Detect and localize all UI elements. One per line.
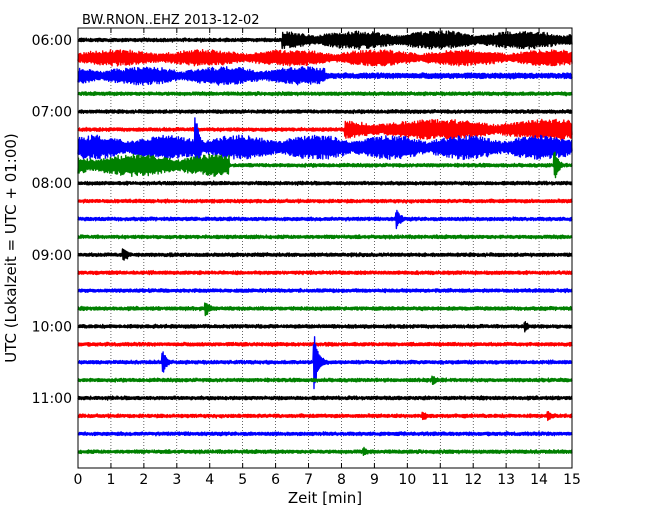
trace-0715 xyxy=(77,118,573,141)
x-tick-label: 15 xyxy=(563,472,581,488)
trace-0730 xyxy=(77,117,573,172)
trace-0900 xyxy=(77,248,573,261)
x-tick-label: 14 xyxy=(530,472,548,488)
trace-0830 xyxy=(77,209,573,230)
trace-0745 xyxy=(77,151,573,179)
x-axis: 0 1 2 3 4 5 6 7 8 9 10 11 12 13 14 15 xyxy=(74,28,581,488)
trace-0845 xyxy=(77,234,573,240)
x-tick-label: 13 xyxy=(497,472,515,488)
x-tick-label: 3 xyxy=(172,472,181,488)
trace-1030 xyxy=(77,336,573,390)
trace-0615 xyxy=(77,49,573,67)
y-axis: 06:00 07:00 08:00 09:00 10:00 11:00 xyxy=(32,33,572,407)
x-tick-label: 12 xyxy=(464,472,482,488)
x-tick-label: 8 xyxy=(337,472,346,488)
x-tick-label: 1 xyxy=(106,472,115,488)
trace-0815 xyxy=(77,198,573,204)
seismic-traces xyxy=(77,30,573,456)
y-tick-label: 08:00 xyxy=(32,176,72,192)
trace-1145 xyxy=(77,446,573,456)
x-tick-label: 10 xyxy=(398,472,416,488)
x-tick-label: 9 xyxy=(370,472,379,488)
trace-0930 xyxy=(77,287,573,294)
chart-title: BW.RNON..EHZ 2013-12-02 xyxy=(82,13,260,28)
x-tick-label: 6 xyxy=(271,472,280,488)
x-tick-label: 4 xyxy=(205,472,214,488)
trace-0645 xyxy=(77,90,573,97)
trace-1015 xyxy=(77,341,573,348)
x-tick-label: 7 xyxy=(304,472,313,488)
y-tick-label: 07:00 xyxy=(32,105,72,121)
x-axis-label: Zeit [min] xyxy=(288,489,362,507)
trace-1115 xyxy=(77,411,573,422)
y-axis-label: UTC (Lokalzeit = UTC + 01:00) xyxy=(2,133,20,363)
x-tick-label: 11 xyxy=(431,472,449,488)
trace-0630 xyxy=(77,66,573,86)
y-tick-label: 06:00 xyxy=(32,33,72,49)
plot-frame xyxy=(77,27,573,469)
y-tick-label: 11:00 xyxy=(32,391,72,407)
trace-0700 xyxy=(77,108,573,115)
trace-0945 xyxy=(77,302,573,317)
x-tick-label: 2 xyxy=(139,472,148,488)
x-tick-label: 0 xyxy=(74,472,83,488)
trace-1045 xyxy=(77,375,573,385)
trace-1130 xyxy=(77,431,573,437)
trace-1100 xyxy=(77,395,573,401)
x-tick-label: 5 xyxy=(238,472,247,488)
trace-0600 xyxy=(77,30,573,50)
trace-1000 xyxy=(77,321,573,333)
grid-lines xyxy=(110,28,540,468)
trace-0915 xyxy=(77,269,573,276)
y-tick-label: 10:00 xyxy=(32,319,72,335)
y-tick-label: 09:00 xyxy=(32,248,72,264)
trace-0800 xyxy=(77,180,573,187)
